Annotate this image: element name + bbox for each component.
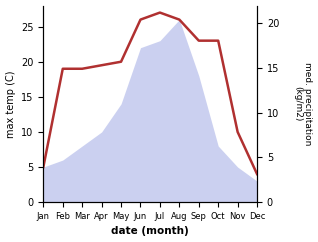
Y-axis label: max temp (C): max temp (C) [5,70,16,138]
X-axis label: date (month): date (month) [111,227,189,236]
Y-axis label: med. precipitation
(kg/m2): med. precipitation (kg/m2) [293,62,313,145]
